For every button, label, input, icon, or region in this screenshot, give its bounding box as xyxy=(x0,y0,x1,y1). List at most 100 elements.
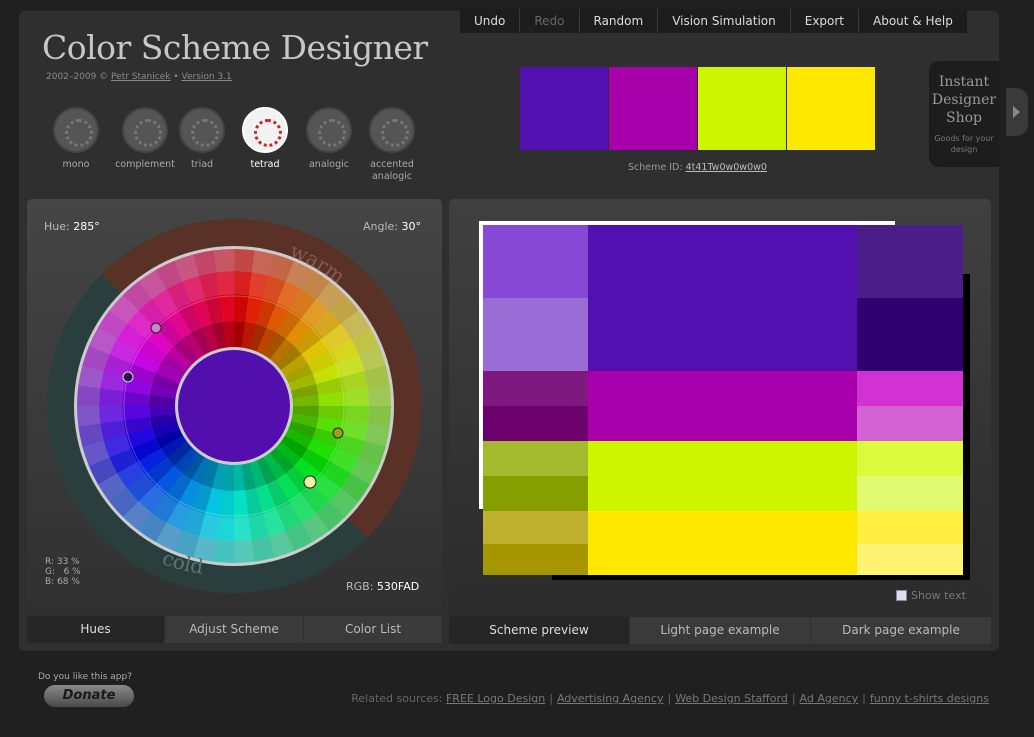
hue-segment[interactable] xyxy=(138,298,167,327)
related-link[interactable]: Ad Agency xyxy=(799,692,859,705)
hue-segment[interactable] xyxy=(340,473,370,503)
hue-segment[interactable] xyxy=(78,364,104,389)
hue-segment[interactable] xyxy=(109,487,139,518)
hue-segment[interactable] xyxy=(244,488,263,518)
hue-segment[interactable] xyxy=(165,473,192,503)
hue-segment[interactable] xyxy=(292,394,320,407)
hue-segment[interactable] xyxy=(212,321,227,350)
hue-segment[interactable] xyxy=(155,363,184,384)
hue-segment[interactable] xyxy=(251,536,275,562)
hue-segment[interactable] xyxy=(173,338,199,365)
handle-accent-a[interactable] xyxy=(150,322,162,334)
hue-segment[interactable] xyxy=(117,323,146,350)
hue-segment[interactable] xyxy=(234,271,253,296)
tab-hues[interactable]: Hues xyxy=(27,616,164,643)
hue-segment[interactable] xyxy=(289,494,317,524)
hue-segment[interactable] xyxy=(103,353,131,378)
hue-segment[interactable] xyxy=(337,434,365,459)
hue-segment[interactable] xyxy=(198,514,220,540)
hue-segment[interactable] xyxy=(344,406,369,425)
hue-segment[interactable] xyxy=(276,473,303,504)
hue-segment[interactable] xyxy=(241,321,257,350)
hue-segment[interactable] xyxy=(122,501,152,531)
hue-segment[interactable] xyxy=(136,448,167,475)
hue-segment[interactable] xyxy=(313,310,342,339)
hue-segment[interactable] xyxy=(302,298,330,328)
hue-segment[interactable] xyxy=(337,354,365,378)
swatch-primary[interactable] xyxy=(520,67,608,150)
hue-segment[interactable] xyxy=(211,462,227,491)
hue-segment[interactable] xyxy=(367,385,391,407)
hue-segment[interactable] xyxy=(99,387,124,406)
hue-segment[interactable] xyxy=(149,405,176,418)
hue-segment[interactable] xyxy=(322,323,352,351)
hue-segment[interactable] xyxy=(173,447,199,474)
hue-segment[interactable] xyxy=(192,536,217,562)
hue-segment[interactable] xyxy=(256,457,277,485)
hue-segment[interactable] xyxy=(219,294,235,322)
hue-segment[interactable] xyxy=(149,413,178,428)
version-link[interactable]: Version 3.1 xyxy=(181,72,232,82)
hue-segment[interactable] xyxy=(364,423,390,448)
hue-segment[interactable] xyxy=(126,473,155,502)
hue-segment[interactable] xyxy=(215,516,234,541)
hue-segment[interactable] xyxy=(191,327,212,355)
hue-segment[interactable] xyxy=(330,448,359,474)
hue-segment[interactable] xyxy=(234,249,256,273)
redo-button[interactable]: Redo xyxy=(519,9,578,33)
hue-segment[interactable] xyxy=(100,370,126,392)
hue-segment[interactable] xyxy=(315,501,346,531)
hue-segment[interactable] xyxy=(350,327,380,355)
hue-segment[interactable] xyxy=(234,294,250,322)
hue-segment[interactable] xyxy=(285,260,314,290)
hue-segment[interactable] xyxy=(154,465,183,495)
hue-segment[interactable] xyxy=(137,337,167,364)
hue-segment[interactable] xyxy=(350,457,380,486)
hue-segment[interactable] xyxy=(126,310,156,338)
scheme-type-mono[interactable]: mono xyxy=(41,107,111,171)
hue-segment[interactable] xyxy=(122,416,152,435)
hue-segment[interactable] xyxy=(284,428,313,449)
hue-segment[interactable] xyxy=(181,509,206,537)
random-button[interactable]: Random xyxy=(578,9,658,33)
hue-segment[interactable] xyxy=(256,327,277,356)
swatch-secondary-b[interactable] xyxy=(698,67,786,150)
hue-segment[interactable] xyxy=(255,297,278,328)
related-link[interactable]: Web Design Stafford xyxy=(675,692,788,705)
hue-segment[interactable] xyxy=(201,323,219,352)
hue-segment[interactable] xyxy=(358,440,386,467)
hue-segment[interactable] xyxy=(151,494,178,523)
scheme-type-triad[interactable]: triad xyxy=(167,107,237,171)
hue-segment[interactable] xyxy=(285,363,313,384)
scheme-type-accented-analogic[interactable]: accented analogic xyxy=(357,107,427,183)
hue-segment[interactable] xyxy=(285,317,314,347)
hue-segment[interactable] xyxy=(293,457,323,486)
related-link[interactable]: funny t-shirts designs xyxy=(869,692,989,705)
hue-segment[interactable] xyxy=(290,413,319,429)
hue-segment[interactable] xyxy=(285,466,314,496)
hue-segment[interactable] xyxy=(178,302,202,333)
hue-segment[interactable] xyxy=(181,452,205,480)
hue-segment[interactable] xyxy=(318,391,346,407)
hue-segment[interactable] xyxy=(233,490,249,518)
hue-segment[interactable] xyxy=(165,308,192,339)
hue-segment[interactable] xyxy=(262,509,286,537)
hue-segment[interactable] xyxy=(301,337,332,364)
hue-segment[interactable] xyxy=(204,488,223,518)
hue-segment[interactable] xyxy=(301,485,330,514)
hue-segment[interactable] xyxy=(249,460,267,489)
hue-segment[interactable] xyxy=(144,457,174,486)
hue-segment[interactable] xyxy=(269,338,295,365)
instant-designer-shop[interactable]: Instant Designer Shop Goods for your des… xyxy=(929,61,999,167)
hue-segment[interactable] xyxy=(130,349,161,374)
tab-light-page-example[interactable]: Light page example xyxy=(630,617,810,644)
color-wheel[interactable]: warm cold xyxy=(47,218,422,593)
undo-button[interactable]: Undo xyxy=(474,14,506,28)
hue-segment[interactable] xyxy=(233,517,252,541)
hue-segment[interactable] xyxy=(182,332,205,360)
hue-segment[interactable] xyxy=(248,514,269,540)
hue-segment[interactable] xyxy=(248,272,270,298)
hue-segment[interactable] xyxy=(280,435,308,459)
hue-segment[interactable] xyxy=(154,316,183,346)
hue-segment[interactable] xyxy=(329,294,359,325)
